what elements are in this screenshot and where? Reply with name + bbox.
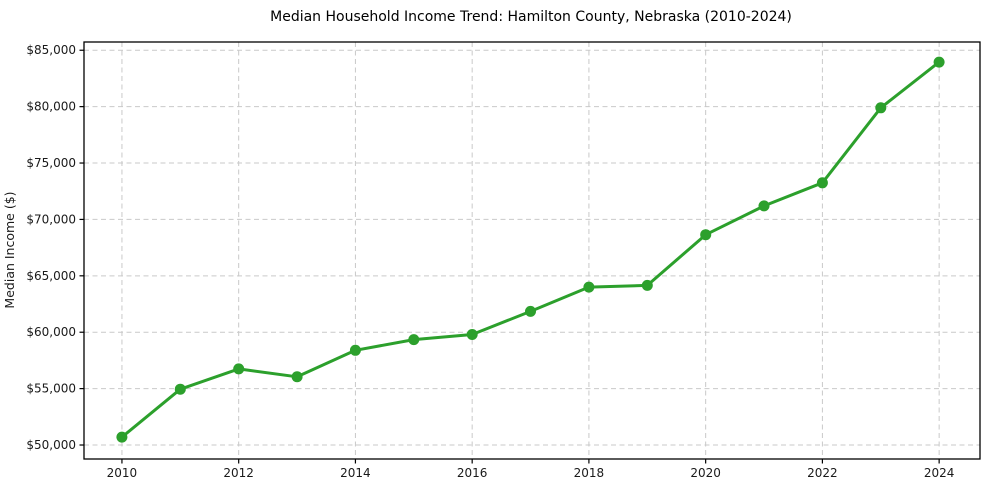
trend-line [120,60,941,439]
y-tick-label: $50,000 [26,438,76,452]
plot-frame [83,41,981,460]
grid-layer [84,42,980,459]
y-tick-label: $80,000 [26,100,76,114]
tick-layer: $50,000 $55,000 $60,000 $65,000 $70,000 $75,0… [26,43,954,480]
data-point-2022 [816,177,828,189]
y-axis-label: Median Income ($) [2,191,17,308]
data-point-2020 [700,229,712,241]
data-point-2021 [758,200,770,212]
data-point-2013 [291,371,303,383]
y-tick-label: $65,000 [26,269,76,283]
x-tick-label: 2014 [340,466,371,480]
data-point-2023 [875,102,887,114]
x-tick-label: 2024 [924,466,955,480]
data-point-2017 [525,305,536,317]
data-point-2011 [174,383,186,395]
x-tick-label: 2020 [690,466,721,480]
series-layer [116,56,945,443]
x-tick-label: 2022 [807,466,838,480]
x-tick-label: 2018 [574,466,605,480]
data-point-2012 [233,363,245,375]
y-tick-label: $75,000 [26,156,76,170]
data-point-2019 [641,279,653,291]
y-tick-label: $55,000 [26,382,76,396]
data-point-2024 [933,56,945,68]
y-tick-label: $60,000 [26,325,76,339]
data-point-2014 [349,344,361,356]
data-point-2015 [408,334,420,346]
x-tick-label: 2012 [223,466,254,480]
x-tick-label: 2010 [107,466,138,480]
data-point-2018 [583,281,595,293]
y-tick-label: $70,000 [26,212,76,226]
y-tick-label: $85,000 [26,43,76,57]
chart-title: Median Household Income Trend: Hamilton … [270,9,792,25]
x-tick-label: 2016 [457,466,488,480]
data-point-2010 [116,431,128,443]
data-point-2016 [466,329,478,340]
